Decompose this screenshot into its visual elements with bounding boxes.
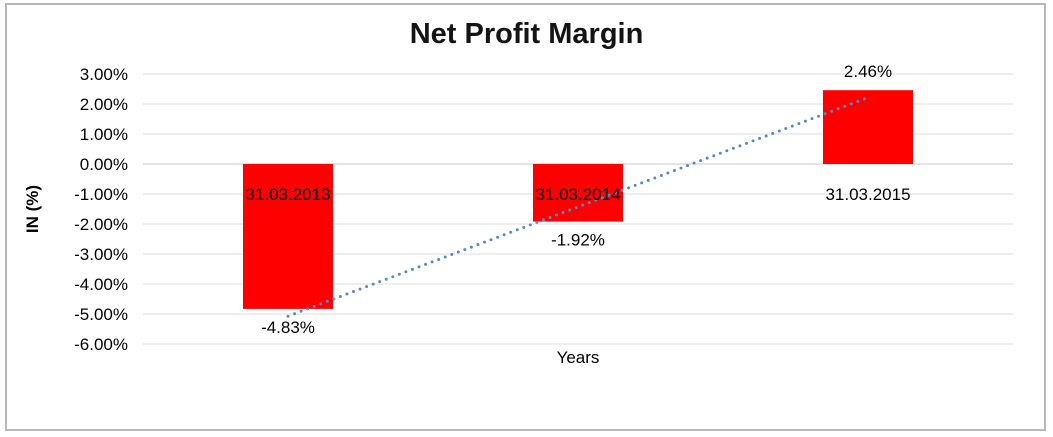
y-tick-label: -6.00% — [74, 335, 128, 354]
data-label: 2.46% — [844, 62, 892, 81]
bar-31.03.2015[interactable] — [823, 90, 913, 164]
bar-31.03.2013[interactable] — [243, 164, 333, 309]
bar-31.03.2014[interactable] — [533, 164, 623, 222]
x-axis-title: Years — [556, 348, 600, 367]
data-label: -4.83% — [261, 318, 315, 337]
category-label: 31.03.2014 — [535, 185, 620, 204]
y-tick-label: 3.00% — [80, 65, 128, 84]
y-tick-label: -2.00% — [74, 215, 128, 234]
category-label: 31.03.2013 — [245, 185, 330, 204]
data-label: -1.92% — [551, 231, 605, 250]
trendline[interactable] — [286, 96, 870, 318]
y-tick-label: 0.00% — [80, 155, 128, 174]
chart-title: Net Profit Margin — [409, 18, 644, 50]
y-tick-label: -1.00% — [74, 185, 128, 204]
y-tick-label: -5.00% — [74, 305, 128, 324]
y-tick-label: 1.00% — [80, 125, 128, 144]
y-axis-title: IN (%) — [23, 184, 42, 234]
y-tick-label: 2.00% — [80, 95, 128, 114]
y-tick-label: -4.00% — [74, 275, 128, 294]
y-tick-label: -3.00% — [74, 245, 128, 264]
category-label: 31.03.2015 — [825, 185, 910, 204]
